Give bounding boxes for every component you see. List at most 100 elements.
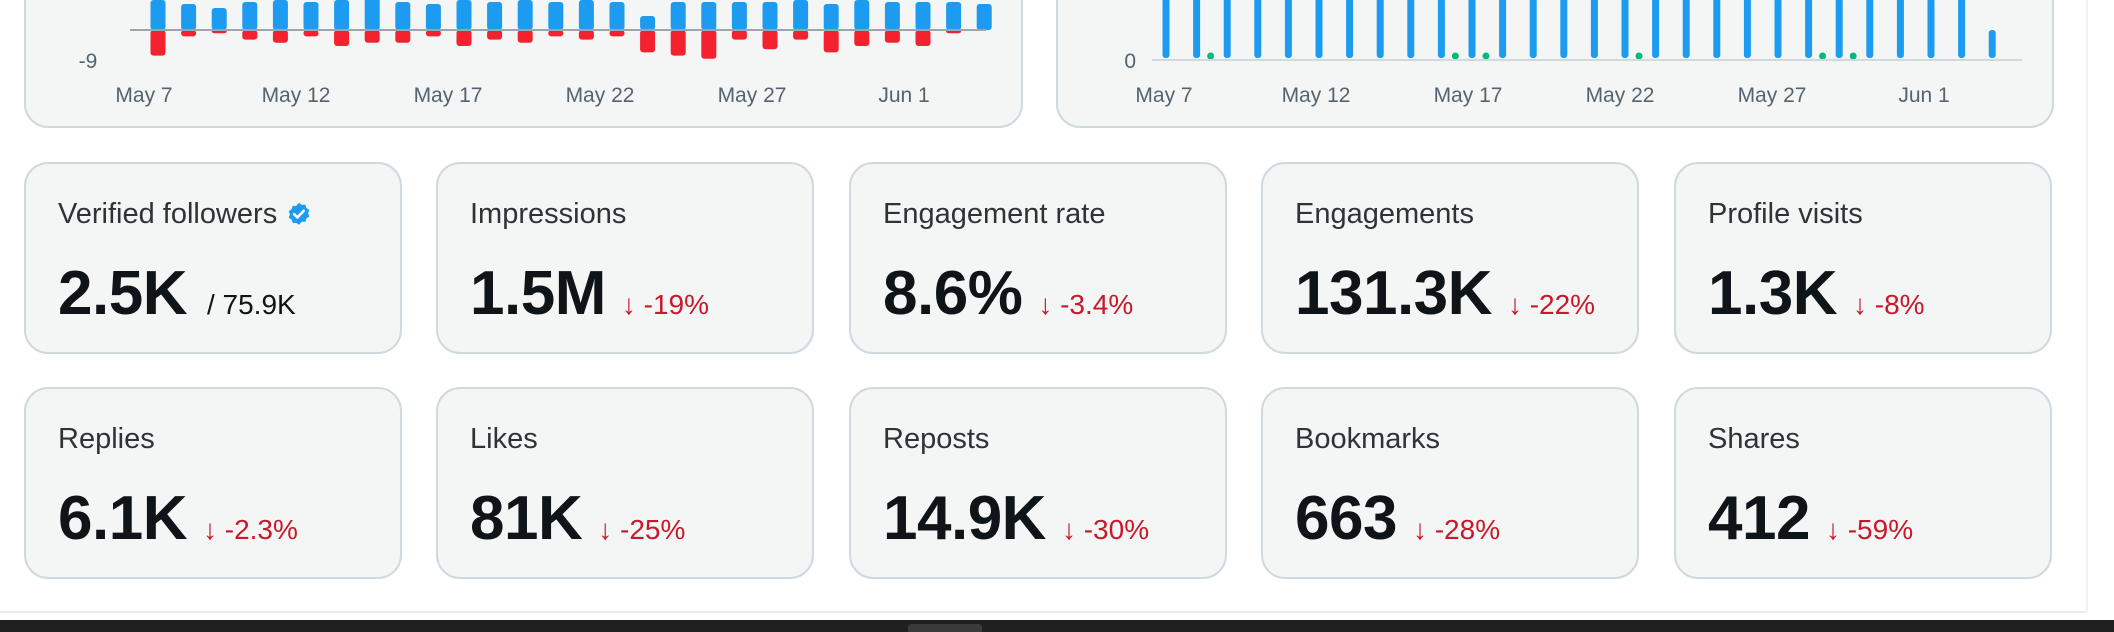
followers-change-chart: -9 May 7 May 12 May 17 May 22 May 27 Jun 1 [79,0,992,107]
activity-bar [1193,0,1201,58]
positive-bar [211,8,227,30]
activity-dot [1819,52,1827,60]
negative-bar [701,30,717,59]
activity-bar [1774,0,1782,58]
metric-change: ↓ -30% [1061,514,1150,545]
activity-bar [1407,0,1415,58]
negative-bar [548,30,564,37]
positive-bar [915,2,931,30]
metric-value: 14.9K [883,484,1046,553]
taskbar-active-indicator[interactable] [908,624,982,632]
negative-bar [303,30,319,37]
metric-value: 663 [1295,484,1397,553]
x-tick-label: May 12 [1282,84,1351,107]
positive-bar [946,2,962,30]
activity-bar [1529,0,1537,58]
negative-bar [181,30,197,37]
positive-bar [731,2,747,30]
metric-value: 6.1K [58,484,187,553]
activity-bar [1162,0,1170,58]
x-tick-label: May 27 [1738,84,1807,107]
positive-bar [272,0,288,30]
os-taskbar [0,620,2114,632]
positive-bar [364,0,380,30]
negative-bar [487,30,503,40]
negative-bar [670,30,686,56]
activity-bar [1223,0,1231,58]
x-tick-label: May 7 [1135,84,1192,107]
negative-bar [578,30,594,40]
activity-bar [1284,0,1292,58]
negative-bar [823,30,839,53]
metric-card-engagements[interactable]: Engagements 131.3K ↓ -22% [1261,162,1639,354]
positive-bar [395,2,411,30]
negative-bar [334,30,350,46]
metric-value-row: 8.6% ↓ -3.4% [883,258,1133,329]
activity-bar [1590,0,1598,58]
positive-bar [456,0,472,30]
activity-bar [1896,0,1904,58]
metric-change: ↓ -19% [621,289,709,320]
y-tick-label: -9 [79,50,98,73]
metric-value: 2.5K [58,259,187,328]
metric-label: Shares [1708,423,1800,455]
positive-bar [701,2,717,30]
positive-bar [609,2,625,30]
negative-bar [150,30,166,56]
metric-change: ↓ -22% [1507,289,1596,320]
activity-bar [1805,0,1813,58]
activity-bar [1713,0,1721,58]
x-tick-label: May 27 [718,84,787,107]
metric-card-verified-followers[interactable]: Verified followers 2.5K / 75.9K [24,162,402,354]
x-tick-label: May 22 [566,84,635,107]
activity-bar [1835,0,1843,58]
section-divider [0,611,2086,613]
metric-value-row: 2.5K / 75.9K [58,258,296,329]
positive-bar [425,4,441,30]
positive-bar [548,2,564,30]
activity-bar [1927,0,1935,58]
negative-bar [731,30,747,40]
metric-change: ↓ -28% [1412,514,1501,545]
positive-bar [334,0,350,30]
metric-card-shares[interactable]: Shares 412 ↓ -59% [1674,387,2052,579]
metric-total: / 75.9K [206,289,296,320]
metric-card-likes[interactable]: Likes 81K ↓ -25% [436,387,814,579]
metric-change: ↓ -8% [1852,289,1925,320]
metric-card-engagement-rate[interactable]: Engagement rate 8.6% ↓ -3.4% [849,162,1227,354]
positive-bar [578,0,594,30]
positive-bar [517,0,533,30]
positive-bar [823,4,839,30]
metric-card-profile-visits[interactable]: Profile visits 1.3K ↓ -8% [1674,162,2052,354]
metric-value: 412 [1708,484,1810,553]
activity-bar [1621,0,1629,58]
negative-bar [640,30,656,53]
metric-label: Engagements [1295,198,1474,230]
positive-bar [670,2,686,30]
metric-change: ↓ -2.3% [202,514,298,545]
activity-dot [1207,52,1215,60]
metric-card-bookmarks[interactable]: Bookmarks 663 ↓ -28% [1261,387,1639,579]
negative-bar [884,30,900,43]
activity-bar [1437,0,1445,58]
x-tick-label: May 12 [262,84,331,107]
metric-value: 81K [470,484,583,553]
positive-bar [793,0,809,30]
metric-card-replies[interactable]: Replies 6.1K ↓ -2.3% [24,387,402,579]
activity-bar [1254,0,1262,58]
metric-card-impressions[interactable]: Impressions 1.5M ↓ -19% [436,162,814,354]
verified-badge-icon [285,201,313,229]
activity-chart: 0 May 7 May 12 May 17 May 22 May 27 Jun 1 [1124,0,2022,107]
activity-chart-card: 0 May 7 May 12 May 17 May 22 May 27 Jun 1 [1056,0,2054,128]
x-tick-label: May 7 [115,84,172,107]
positive-bar [884,2,900,30]
metric-label: Likes [470,423,538,455]
metric-card-reposts[interactable]: Reposts 14.9K ↓ -30% [849,387,1227,579]
metric-value-row: 81K ↓ -25% [470,483,685,554]
metric-change: ↓ -59% [1825,514,1914,545]
metric-change: ↓ -3.4% [1038,289,1134,320]
metric-label: Bookmarks [1295,423,1441,455]
negative-bar [915,30,931,46]
metric-value: 1.5M [470,259,606,328]
activity-dot [1849,52,1857,60]
